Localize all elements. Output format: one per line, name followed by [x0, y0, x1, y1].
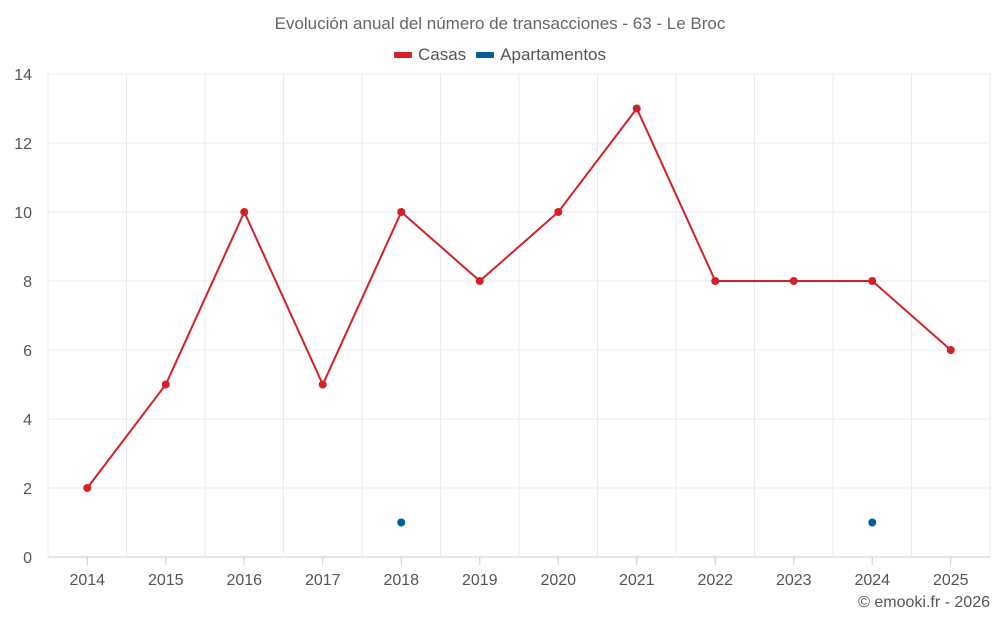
x-tick-label: 2020 — [540, 572, 576, 589]
y-tick-label: 14 — [14, 67, 32, 84]
data-point-casas — [240, 208, 249, 216]
y-tick-label: 10 — [14, 205, 32, 222]
chart-title: Evolución anual del número de transaccio… — [274, 14, 726, 33]
data-point-casas — [83, 484, 92, 492]
x-tick-label: 2024 — [854, 572, 890, 589]
legend-swatch-casas — [393, 52, 412, 58]
data-point-casas — [711, 277, 720, 285]
x-tick-label: 2016 — [226, 572, 262, 589]
data-point-casas — [475, 277, 484, 285]
y-tick-label: 2 — [23, 481, 32, 498]
legend-item-casas[interactable]: Casas — [393, 45, 467, 65]
data-point-apartamentos — [397, 518, 406, 527]
x-tick-label: 2021 — [619, 572, 655, 589]
legend-item-apartamentos[interactable]: Apartamentos — [476, 45, 606, 65]
data-point-casas — [397, 208, 406, 216]
x-tick-label: 2025 — [933, 572, 969, 589]
x-tick-label: 2023 — [776, 572, 812, 589]
data-point-casas — [554, 208, 563, 216]
x-tick-label: 2019 — [462, 572, 498, 589]
legend-label-casas: Casas — [417, 45, 467, 64]
legend: Casas Apartamentos — [0, 45, 1000, 65]
data-point-casas — [946, 346, 955, 354]
x-tick-label: 2014 — [69, 572, 105, 589]
x-tick-label: 2018 — [383, 572, 419, 589]
data-point-casas — [868, 277, 877, 285]
series-line-casas — [86, 106, 952, 489]
y-tick-label: 8 — [23, 274, 32, 291]
credit-text: © emooki.fr - 2026 — [858, 594, 990, 611]
data-point-casas — [318, 380, 327, 389]
x-tick-label: 2015 — [148, 572, 184, 589]
data-point-casas — [789, 277, 798, 285]
legend-swatch-apartamentos — [476, 52, 495, 58]
y-tick-label: 12 — [14, 136, 32, 153]
data-point-apartamentos — [868, 518, 877, 527]
data-point-casas — [161, 380, 170, 389]
y-tick-label: 4 — [23, 412, 32, 429]
x-tick-label: 2017 — [305, 572, 341, 589]
data-point-casas — [632, 104, 641, 113]
y-tick-label: 0 — [23, 550, 32, 567]
legend-label-apartamentos: Apartamentos — [500, 45, 607, 64]
x-tick-label: 2022 — [697, 572, 733, 589]
y-tick-label: 6 — [23, 343, 32, 360]
